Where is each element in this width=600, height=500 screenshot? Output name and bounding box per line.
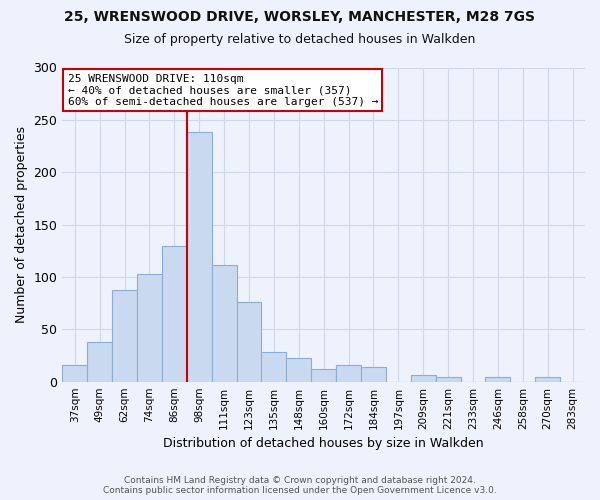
Bar: [286, 358, 311, 382]
Bar: [336, 365, 361, 382]
Y-axis label: Number of detached properties: Number of detached properties: [15, 126, 28, 323]
Bar: [112, 290, 137, 382]
Bar: [361, 367, 386, 382]
Bar: [87, 342, 112, 382]
Text: 25 WRENSWOOD DRIVE: 110sqm
← 40% of detached houses are smaller (357)
60% of sem: 25 WRENSWOOD DRIVE: 110sqm ← 40% of deta…: [68, 74, 378, 107]
Bar: [236, 302, 262, 382]
Bar: [62, 365, 87, 382]
Text: 25, WRENSWOOD DRIVE, WORSLEY, MANCHESTER, M28 7GS: 25, WRENSWOOD DRIVE, WORSLEY, MANCHESTER…: [65, 10, 536, 24]
Bar: [262, 352, 286, 382]
Bar: [212, 266, 236, 382]
X-axis label: Distribution of detached houses by size in Walkden: Distribution of detached houses by size …: [163, 437, 484, 450]
Text: Contains HM Land Registry data © Crown copyright and database right 2024.
Contai: Contains HM Land Registry data © Crown c…: [103, 476, 497, 495]
Bar: [411, 376, 436, 382]
Bar: [485, 378, 511, 382]
Bar: [162, 246, 187, 382]
Bar: [436, 378, 461, 382]
Bar: [535, 378, 560, 382]
Text: Size of property relative to detached houses in Walkden: Size of property relative to detached ho…: [124, 32, 476, 46]
Bar: [137, 274, 162, 382]
Bar: [311, 369, 336, 382]
Bar: [187, 132, 212, 382]
